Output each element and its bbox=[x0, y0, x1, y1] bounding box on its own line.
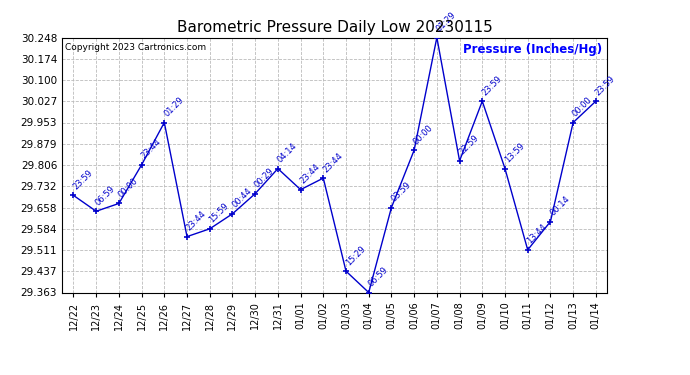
Text: Pressure (Inches/Hg): Pressure (Inches/Hg) bbox=[462, 43, 602, 56]
Text: 00:29: 00:29 bbox=[253, 166, 276, 189]
Text: 00:44: 00:44 bbox=[230, 186, 253, 210]
Text: 00:00: 00:00 bbox=[412, 123, 435, 146]
Text: Copyright 2023 Cartronics.com: Copyright 2023 Cartronics.com bbox=[65, 43, 206, 52]
Text: 23:44: 23:44 bbox=[298, 162, 322, 186]
Text: 01:29: 01:29 bbox=[162, 95, 186, 118]
Text: 03:59: 03:59 bbox=[389, 180, 413, 203]
Text: 23:44: 23:44 bbox=[321, 151, 344, 174]
Text: 01:29: 01:29 bbox=[435, 10, 458, 33]
Text: 23:44: 23:44 bbox=[139, 138, 163, 161]
Text: 23:59: 23:59 bbox=[480, 74, 503, 97]
Text: 13:59: 13:59 bbox=[503, 141, 526, 164]
Text: 23:59: 23:59 bbox=[71, 168, 95, 191]
Text: 06:59: 06:59 bbox=[366, 265, 390, 288]
Text: 15:59: 15:59 bbox=[208, 201, 230, 225]
Text: 00:00: 00:00 bbox=[571, 95, 594, 118]
Text: 00:14: 00:14 bbox=[549, 194, 571, 217]
Text: 23:44: 23:44 bbox=[185, 209, 208, 232]
Text: 22:59: 22:59 bbox=[457, 134, 480, 157]
Title: Barometric Pressure Daily Low 20230115: Barometric Pressure Daily Low 20230115 bbox=[177, 20, 493, 35]
Text: 15:29: 15:29 bbox=[344, 244, 367, 267]
Text: 06:59: 06:59 bbox=[94, 184, 117, 207]
Text: 00:00: 00:00 bbox=[117, 176, 140, 199]
Text: 13:44: 13:44 bbox=[526, 222, 549, 246]
Text: 04:14: 04:14 bbox=[276, 141, 299, 164]
Text: 23:59: 23:59 bbox=[593, 74, 617, 97]
